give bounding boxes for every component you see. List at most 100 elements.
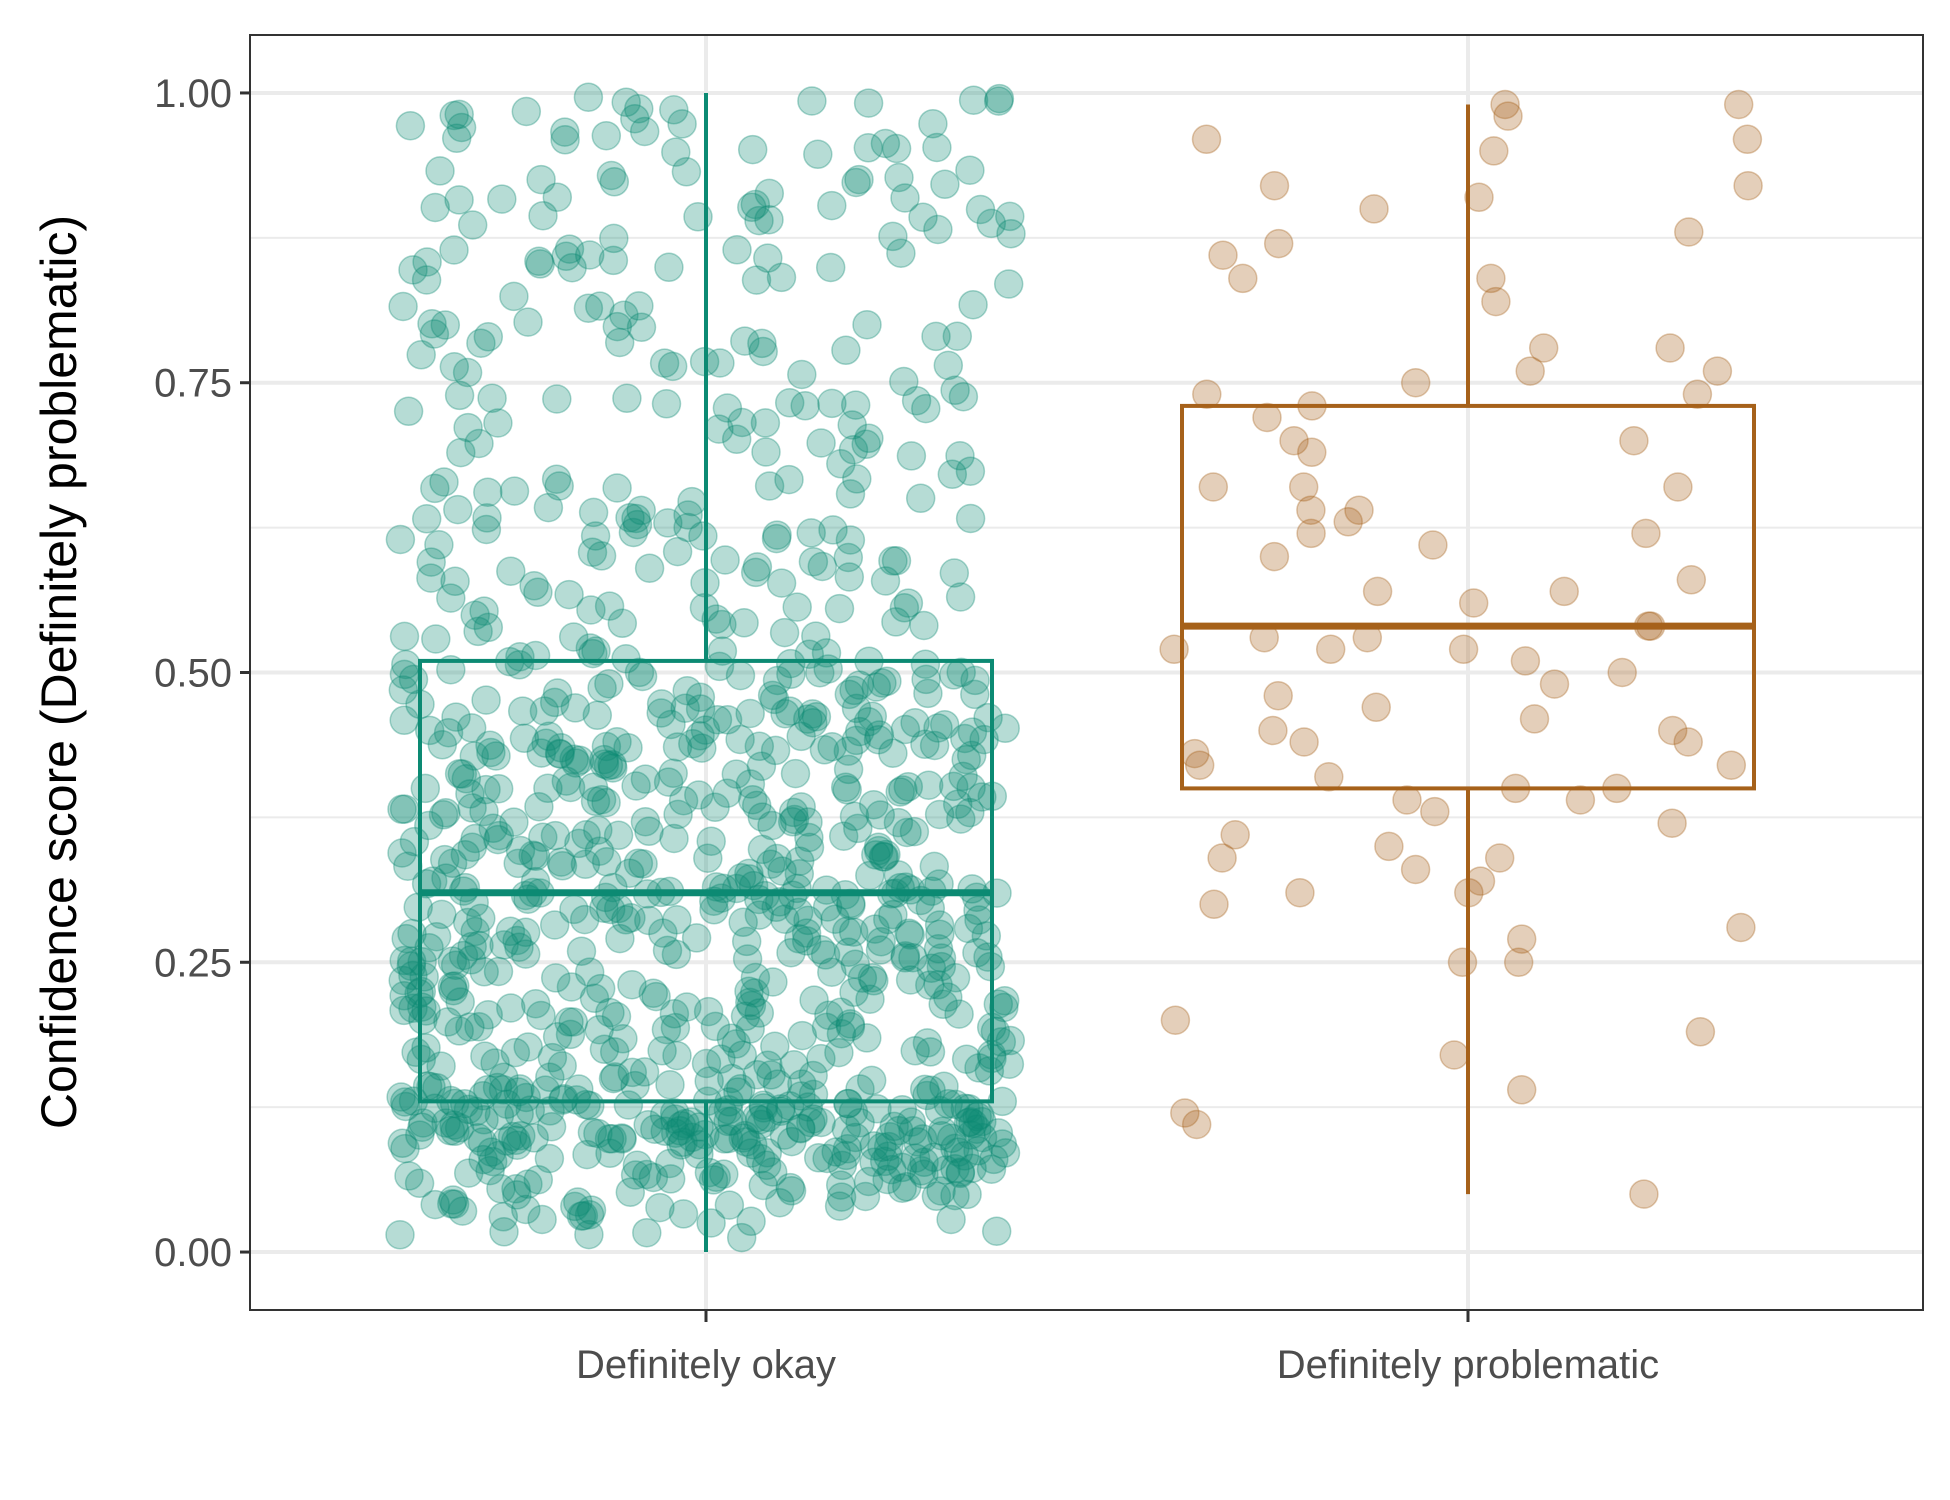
data-point: [437, 971, 468, 1002]
data-point: [928, 989, 958, 1020]
data-point: [684, 780, 714, 810]
data-point: [741, 790, 772, 821]
data-point: [602, 311, 633, 342]
data-point: [883, 1115, 914, 1146]
data-point: [938, 771, 969, 802]
data-point: [955, 456, 986, 486]
data-point: [841, 167, 871, 198]
data-point: [1663, 472, 1693, 502]
data-point: [583, 815, 613, 845]
data-point: [513, 1032, 543, 1062]
data-point: [783, 897, 814, 928]
data-point: [878, 738, 908, 768]
data-point: [778, 797, 809, 828]
data-point: [702, 704, 733, 735]
data-point: [694, 1066, 724, 1096]
data-point: [1259, 170, 1290, 201]
data-point: [878, 899, 908, 930]
data-point: [974, 1056, 1005, 1086]
data-point: [581, 636, 611, 666]
data-point: [952, 1179, 982, 1210]
data-point: [866, 926, 896, 957]
data-point: [1296, 518, 1326, 549]
data-point: [921, 1181, 952, 1212]
data-point: [784, 846, 815, 876]
data-point: [867, 668, 897, 698]
data-point: [727, 1040, 758, 1070]
data-point: [924, 910, 955, 940]
data-point: [742, 552, 773, 582]
data-point: [1716, 750, 1747, 780]
data-point: [447, 1196, 478, 1226]
data-point: [439, 235, 469, 265]
data-point: [717, 1063, 747, 1094]
data-point: [916, 953, 947, 983]
data-point: [541, 464, 572, 494]
data-point: [725, 724, 755, 755]
data-point: [956, 1120, 986, 1150]
data-point: [607, 608, 638, 639]
data-point: [736, 1138, 766, 1168]
data-point: [411, 504, 442, 534]
data-point: [980, 1016, 1011, 1047]
data-point: [440, 971, 470, 1001]
data-point: [923, 934, 954, 964]
data-point: [1344, 495, 1374, 525]
data-point: [735, 769, 766, 799]
data-point: [557, 252, 587, 283]
data-point: [560, 693, 591, 723]
data-point: [841, 693, 872, 724]
data-point: [944, 999, 974, 1029]
data-point: [555, 772, 586, 803]
data-point: [645, 1192, 675, 1223]
data-point: [407, 1112, 437, 1142]
data-point: [574, 240, 605, 270]
data-point: [648, 918, 678, 948]
data-point: [745, 1143, 776, 1174]
data-point: [852, 309, 882, 340]
data-point: [540, 820, 571, 851]
data-point: [629, 1057, 660, 1087]
data-point: [416, 547, 446, 577]
data-point: [830, 772, 861, 802]
data-point: [910, 729, 940, 760]
data-point: [851, 429, 881, 460]
data-point: [779, 804, 810, 835]
data-point: [844, 164, 874, 195]
data-point: [548, 1083, 579, 1114]
data-point: [626, 312, 657, 343]
data-point: [824, 1037, 854, 1068]
data-point: [958, 85, 989, 115]
data-point: [925, 919, 955, 949]
data-point: [908, 1124, 938, 1154]
data-point: [672, 992, 702, 1022]
data-point: [673, 512, 703, 543]
data-point: [651, 389, 682, 419]
data-point: [1448, 634, 1479, 665]
data-point: [607, 1124, 637, 1154]
data-point: [881, 545, 912, 576]
data-point: [547, 851, 578, 881]
data-point: [586, 784, 617, 815]
data-point: [955, 1106, 985, 1137]
data-point: [559, 744, 589, 775]
data-point: [618, 517, 649, 548]
data-point: [1184, 750, 1215, 780]
data-point: [737, 1129, 768, 1160]
data-point: [651, 1014, 682, 1045]
data-point: [420, 192, 450, 223]
data-point: [661, 939, 692, 970]
data-point: [507, 696, 538, 726]
data-point: [757, 810, 787, 841]
data-point: [746, 751, 777, 781]
data-point: [766, 568, 797, 598]
data-point: [497, 1121, 528, 1152]
data-point: [1458, 588, 1489, 618]
data-point: [445, 987, 475, 1017]
data-point: [503, 848, 533, 879]
data-point: [665, 1116, 695, 1146]
data-point: [598, 753, 628, 783]
data-point: [976, 208, 1007, 239]
data-point: [868, 841, 898, 872]
